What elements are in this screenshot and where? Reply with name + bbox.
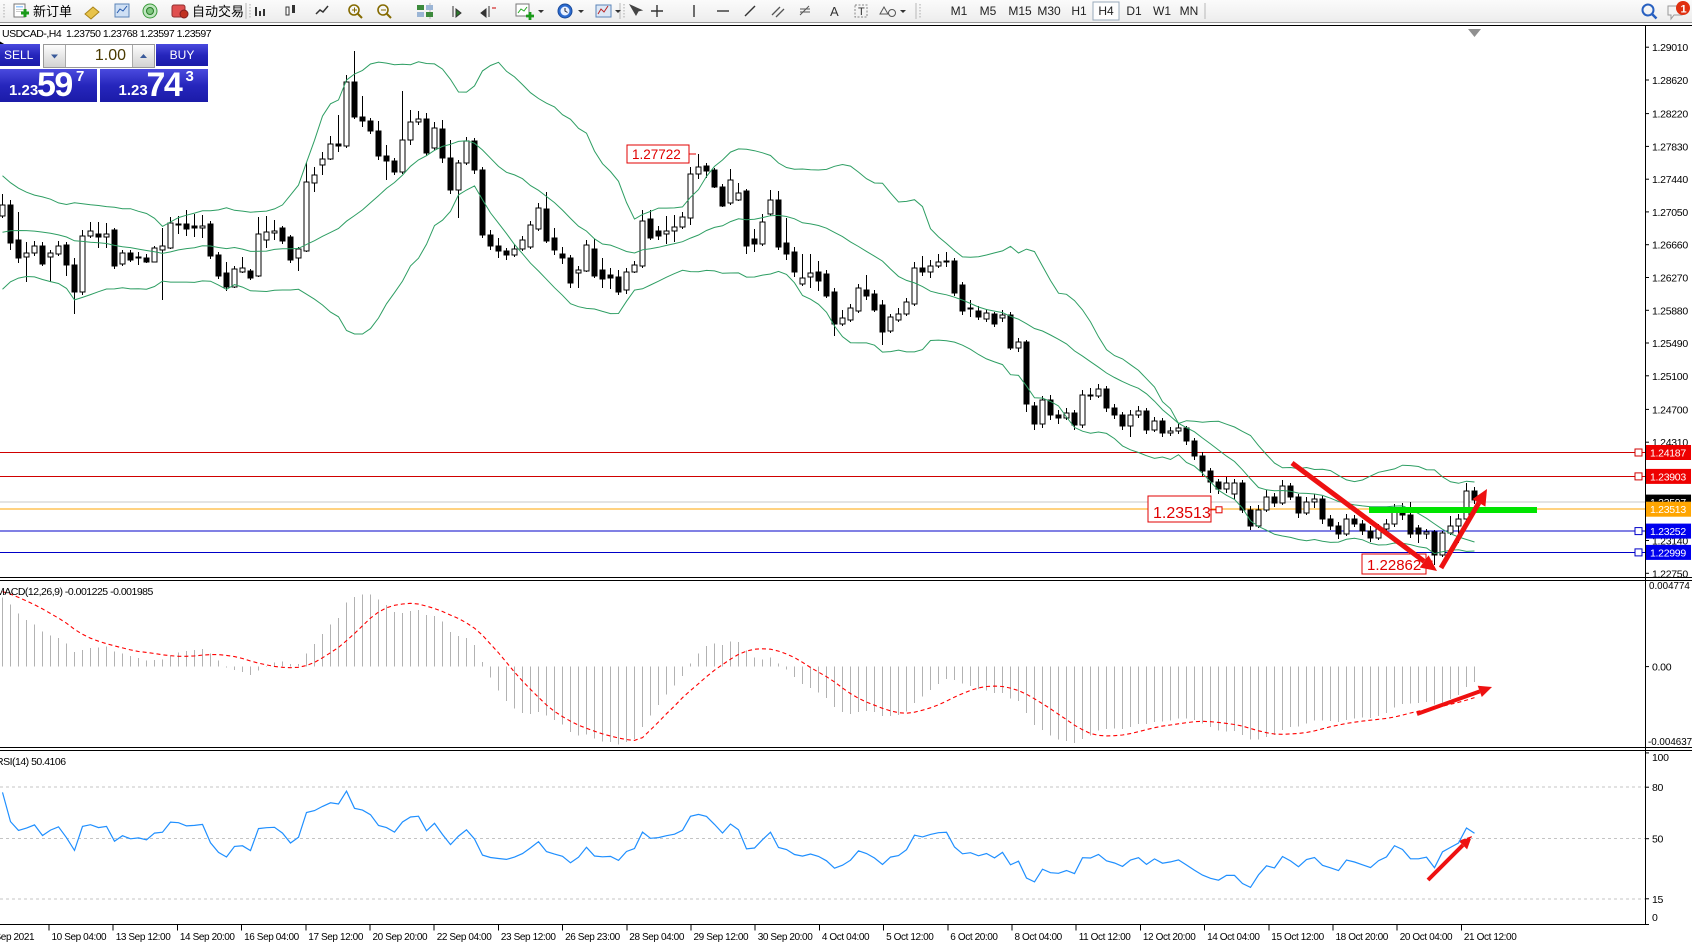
svg-text:14 Sep 20:00: 14 Sep 20:00: [180, 932, 236, 943]
svg-text:1.22750: 1.22750: [1652, 568, 1688, 580]
svg-text:M15: M15: [1008, 4, 1032, 18]
svg-text:1.22999: 1.22999: [1650, 547, 1686, 559]
svg-text:1.27830: 1.27830: [1652, 141, 1688, 153]
svg-text:17 Sep 12:00: 17 Sep 12:00: [308, 932, 364, 943]
svg-text:8 Oct 04:00: 8 Oct 04:00: [1015, 932, 1063, 943]
svg-text:100: 100: [1652, 752, 1669, 764]
svg-text:1.25100: 1.25100: [1652, 371, 1688, 383]
svg-text:W1: W1: [1153, 4, 1171, 18]
svg-text:4 Oct 04:00: 4 Oct 04:00: [822, 932, 870, 943]
svg-text:20 Oct 04:00: 20 Oct 04:00: [1400, 932, 1453, 943]
svg-text:1.23513: 1.23513: [1153, 505, 1211, 522]
svg-text:28 Sep 04:00: 28 Sep 04:00: [629, 932, 685, 943]
svg-text:M5: M5: [980, 4, 997, 18]
svg-text:11 Oct 12:00: 11 Oct 12:00: [1079, 932, 1132, 943]
svg-text:1.26270: 1.26270: [1652, 273, 1688, 285]
svg-text:USDCAD-,H4 1.23750 1.23768 1.: USDCAD-,H4 1.23750 1.23768 1.23597 1.235…: [2, 28, 212, 40]
svg-text:6 Oct 20:00: 6 Oct 20:00: [950, 932, 998, 943]
svg-text:5 Oct 12:00: 5 Oct 12:00: [886, 932, 934, 943]
svg-text:23 Sep 12:00: 23 Sep 12:00: [501, 932, 557, 943]
svg-text:0.004774: 0.004774: [1649, 581, 1690, 592]
svg-text:T: T: [858, 6, 865, 18]
svg-text:1.27050: 1.27050: [1652, 207, 1688, 219]
svg-text:26 Sep 23:00: 26 Sep 23:00: [565, 932, 621, 943]
svg-text:1.29010: 1.29010: [1652, 42, 1688, 54]
svg-text:1.24187: 1.24187: [1650, 448, 1686, 460]
svg-text:1.24700: 1.24700: [1652, 404, 1688, 416]
svg-text:1: 1: [1681, 4, 1687, 16]
svg-text:1.28620: 1.28620: [1652, 75, 1688, 87]
svg-text:MN: MN: [1180, 4, 1199, 18]
svg-text:M30: M30: [1037, 4, 1061, 18]
svg-text:H4: H4: [1098, 4, 1114, 18]
svg-text:15: 15: [1652, 894, 1664, 906]
svg-text:10 Sep 04:00: 10 Sep 04:00: [52, 932, 108, 943]
svg-text:1.25490: 1.25490: [1652, 338, 1688, 350]
svg-text:1.23903: 1.23903: [1650, 471, 1686, 483]
svg-text:12 Oct 20:00: 12 Oct 20:00: [1143, 932, 1196, 943]
svg-text:A: A: [830, 4, 839, 19]
svg-text:RSI(14) 50.4106: RSI(14) 50.4106: [0, 756, 66, 768]
svg-text:1.23513: 1.23513: [1650, 504, 1686, 516]
svg-text:21 Oct 12:00: 21 Oct 12:00: [1464, 932, 1517, 943]
svg-text:16 Sep 04:00: 16 Sep 04:00: [244, 932, 300, 943]
svg-text:1.27440: 1.27440: [1652, 174, 1688, 186]
svg-text:D1: D1: [1126, 4, 1142, 18]
svg-text:15 Oct 12:00: 15 Oct 12:00: [1271, 932, 1324, 943]
svg-text:50: 50: [1652, 834, 1664, 846]
svg-text:MACD(12,26,9) -0.001225 -0.001: MACD(12,26,9) -0.001225 -0.001985: [0, 586, 154, 598]
svg-text:新订单: 新订单: [33, 4, 72, 19]
svg-text:18 Oct 20:00: 18 Oct 20:00: [1336, 932, 1389, 943]
svg-text:9 Sep 2021: 9 Sep 2021: [0, 932, 35, 943]
svg-text:80: 80: [1652, 782, 1664, 794]
svg-text:H1: H1: [1071, 4, 1087, 18]
svg-text:22 Sep 04:00: 22 Sep 04:00: [437, 932, 493, 943]
svg-text:29 Sep 12:00: 29 Sep 12:00: [694, 932, 750, 943]
svg-text:20 Sep 20:00: 20 Sep 20:00: [373, 932, 429, 943]
svg-text:1.22862: 1.22862: [1367, 557, 1421, 574]
svg-text:-0.004637: -0.004637: [1648, 737, 1692, 748]
svg-text:1.23252: 1.23252: [1650, 526, 1686, 538]
svg-text:0.00: 0.00: [1652, 662, 1672, 674]
svg-text:0: 0: [1652, 912, 1658, 924]
svg-text:13 Sep 12:00: 13 Sep 12:00: [116, 932, 172, 943]
svg-text:1.28220: 1.28220: [1652, 109, 1688, 121]
svg-text:1.25880: 1.25880: [1652, 305, 1688, 317]
svg-text:1.26660: 1.26660: [1652, 240, 1688, 252]
svg-text:30 Sep 20:00: 30 Sep 20:00: [758, 932, 814, 943]
svg-text:1.27722: 1.27722: [632, 147, 681, 162]
svg-text:14 Oct 04:00: 14 Oct 04:00: [1207, 932, 1260, 943]
svg-text:M1: M1: [951, 4, 968, 18]
svg-text:自动交易: 自动交易: [192, 4, 244, 19]
